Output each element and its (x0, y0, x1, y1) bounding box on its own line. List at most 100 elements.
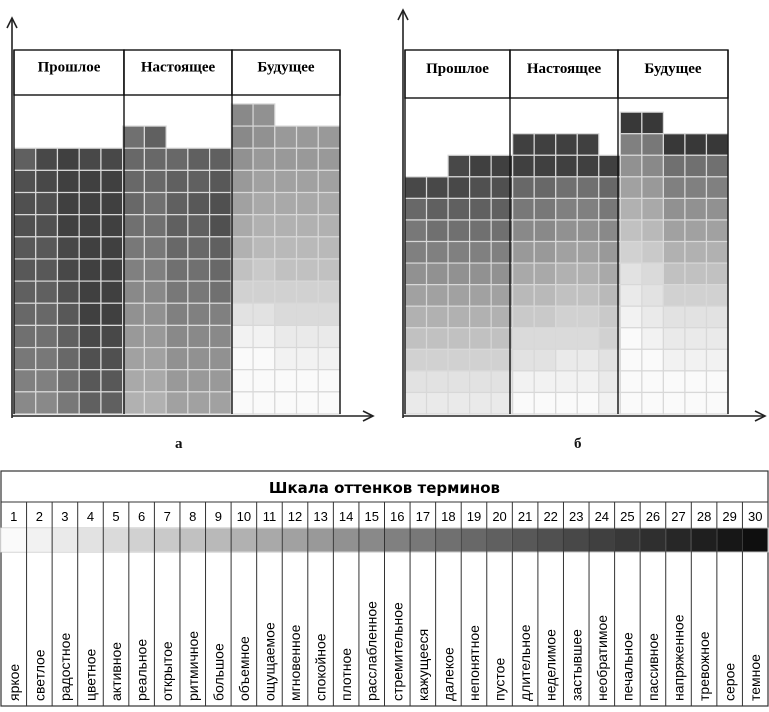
shade-cell (662, 391, 686, 415)
shade-cell (78, 302, 102, 327)
shade-cell (230, 236, 254, 260)
shade-cell (13, 214, 37, 238)
shade-cell (641, 133, 664, 156)
scale-term: длительное (517, 624, 533, 701)
shade-cell (187, 391, 211, 415)
scale-number: 6 (138, 509, 145, 524)
shade-cell (317, 302, 341, 327)
shade-cell (555, 370, 578, 394)
shade-cell (619, 219, 643, 243)
shade-cell (165, 214, 189, 238)
period-header-2: Будущее (644, 61, 702, 77)
shade-cell (317, 125, 341, 149)
shade-cell (252, 258, 276, 282)
bar-column (705, 133, 729, 415)
bar-column (317, 125, 341, 415)
shade-cell (209, 346, 232, 371)
scale-number: 17 (416, 509, 430, 524)
shade-cell (404, 176, 428, 199)
shade-cell (447, 305, 471, 329)
scale-title: Шкала оттенков терминов (269, 479, 500, 497)
scale-swatch (511, 527, 539, 553)
shade-cell (598, 262, 621, 286)
shade-cell (404, 348, 428, 372)
bar-column (662, 133, 686, 415)
scale-number: 14 (339, 509, 353, 524)
shade-cell (209, 236, 232, 260)
shade-cell (187, 258, 211, 282)
scale-term: печальное (619, 632, 635, 701)
bar-column (576, 133, 600, 415)
shade-cell (274, 302, 298, 327)
shade-cell (209, 280, 232, 304)
shade-cell (274, 214, 298, 238)
shade-cell (35, 236, 59, 260)
shade-cell (230, 125, 254, 149)
shade-cell (705, 154, 729, 178)
shade-cell (641, 305, 664, 329)
shade-cell (230, 191, 254, 216)
shade-cell (143, 346, 167, 371)
shade-cell (512, 219, 535, 243)
bar-column (684, 133, 708, 415)
shade-cell (447, 262, 471, 286)
shade-cell (209, 214, 232, 238)
shade-cell (447, 197, 471, 221)
scale-swatch (486, 527, 513, 553)
bar-column (533, 133, 557, 415)
shade-cell (209, 258, 232, 282)
shade-cell (705, 327, 729, 350)
scale-swatch (563, 527, 590, 553)
shade-cell (705, 176, 729, 199)
scale-term: радостное (57, 633, 73, 701)
shade-cell (13, 191, 37, 216)
shade-cell (13, 324, 37, 349)
shade-cell (447, 176, 471, 199)
scale-number: 13 (313, 509, 327, 524)
shade-cell (641, 240, 664, 264)
shade-cell (209, 324, 232, 349)
shade-cell (662, 133, 686, 156)
scale-swatch (128, 527, 155, 553)
shade-cell (143, 391, 167, 415)
shade-cell (187, 280, 211, 304)
shade-cell (295, 169, 319, 194)
shade-cell (230, 103, 254, 127)
shade-cell (35, 324, 59, 349)
scale-term: реальное (134, 639, 150, 701)
shade-cell (598, 327, 621, 350)
shade-cell (576, 176, 600, 199)
scale-number: 9 (215, 509, 222, 524)
shade-cell (447, 219, 471, 243)
shade-cell (317, 280, 341, 304)
scale-swatch (230, 527, 258, 553)
shade-cell (143, 147, 167, 171)
shade-cell (317, 391, 341, 415)
shade-cell (274, 169, 298, 194)
shade-cell (122, 369, 145, 393)
bar-column (165, 147, 189, 415)
shade-cell (619, 327, 643, 350)
shade-cell (469, 305, 492, 329)
period-header-1: Настоящее (527, 61, 602, 77)
shade-cell (662, 327, 686, 350)
shade-cell (252, 214, 276, 238)
scale-term: светлое (31, 649, 47, 701)
shade-cell (295, 391, 319, 415)
scale-term: плотное (338, 648, 354, 701)
scale-swatch (256, 527, 283, 553)
shade-cell (274, 258, 298, 282)
panel-a-label: а (175, 436, 183, 452)
shade-cell (230, 214, 254, 238)
shade-cell (512, 327, 535, 350)
shade-cell (512, 284, 535, 307)
shade-cell (35, 280, 59, 304)
shade-cell (13, 346, 37, 371)
shade-cell (512, 370, 535, 394)
scale-term: цветное (82, 648, 98, 701)
shade-cell (619, 240, 643, 264)
scale-number: 28 (697, 509, 711, 524)
shade-cell (317, 147, 341, 171)
shade-cell (317, 236, 341, 260)
shade-cell (78, 214, 102, 238)
